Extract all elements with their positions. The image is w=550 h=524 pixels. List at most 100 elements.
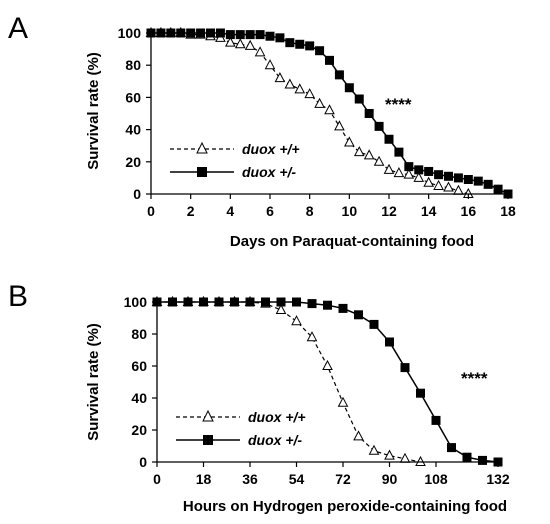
panel-a-point-wt	[324, 104, 335, 115]
panel-b-point-wt	[291, 315, 302, 326]
panel-a-y-tick-label: 100	[118, 25, 142, 41]
panel-a-point-het	[265, 31, 275, 41]
panel-a-axes: 0 2 4 6 8 10 12 14 16 18 0 20 40 60 80 100	[118, 25, 516, 219]
panel-a-point-wt	[363, 149, 375, 160]
panel-b-point-het	[307, 299, 317, 309]
panel-a-point-wt	[264, 59, 276, 70]
panel-a-point-het	[215, 28, 225, 38]
panel-a-point-wt	[314, 97, 325, 108]
panel-b-point-wt	[415, 455, 426, 466]
panel-a-legend-entry-wt: duox +/+	[170, 141, 300, 157]
panel-a-point-wt	[254, 46, 266, 57]
panel-a-point-wt	[304, 88, 315, 99]
panel-b-point-het	[354, 310, 363, 320]
panel-a-x-tick-label: 8	[306, 203, 314, 219]
panel-a-y-axis-title: Survival rate (%)	[85, 52, 102, 170]
panel-a-legend-label-wt: duox +/+	[242, 141, 300, 157]
panel-a-point-wt	[284, 78, 296, 89]
panel-a-point-het	[225, 30, 235, 40]
panel-a-point-wt	[383, 163, 395, 174]
panel-a-point-het	[186, 28, 196, 38]
panel-a-point-het	[325, 55, 334, 65]
panel-a-point-wt	[244, 39, 256, 50]
panel-b-legend-marker-het	[203, 435, 213, 445]
panel-a-point-het	[315, 46, 325, 56]
panel-a-point-het	[493, 184, 503, 194]
panel-a-point-wt	[423, 176, 434, 187]
panel-a-x-tick-label: 10	[342, 203, 358, 219]
panel-a-point-het	[255, 30, 265, 40]
panel-a-point-wt	[234, 38, 246, 49]
panel-a-point-het	[334, 70, 344, 80]
panel-a-point-het	[156, 28, 166, 38]
panel-a-legend-entry-het: duox +/-	[170, 164, 296, 180]
panel-b-point-het	[385, 337, 394, 347]
panel-a-y-tick-label: 40	[125, 122, 141, 138]
panel-a-point-het	[295, 39, 305, 49]
panel-b-legend-marker-wt	[202, 409, 214, 422]
panel-a-x-tick-label: 0	[147, 203, 155, 219]
panel-a-point-het	[166, 28, 176, 38]
panel-a-x-tick-label: 18	[500, 203, 516, 219]
panel-b-x-tick-label: 72	[335, 471, 351, 487]
panel-a-letter: A	[8, 12, 28, 45]
panel-a-legend-marker-het	[197, 167, 207, 177]
panel-a-point-het	[414, 165, 424, 175]
panel-b-point-wt	[384, 449, 395, 460]
panel-a-point-het	[275, 33, 285, 43]
panel-a-series-line-wt	[151, 32, 469, 195]
panel-b-x-tick-label: 0	[153, 471, 161, 487]
panel-a-point-het	[424, 166, 434, 176]
panel-a-point-wt	[344, 136, 355, 147]
panel-b-letter: B	[8, 280, 28, 313]
panel-a-point-het	[206, 28, 215, 38]
panel-b-legend-entry-wt: duox +/+	[176, 409, 306, 425]
panel-a-point-wt	[393, 167, 405, 178]
panel-a-x-tick-label: 16	[461, 203, 477, 219]
panel-b-point-het	[261, 297, 270, 307]
panel-a-y-tick-label: 60	[125, 89, 141, 105]
panel-a-point-het	[176, 28, 186, 38]
panel-b-x-axis-title: Hours on Hydrogen peroxide-containing fo…	[183, 498, 507, 515]
panel-a-point-het	[404, 162, 414, 172]
panel-a-legend-marker-wt	[196, 141, 208, 154]
panel-b-x-ticks: 0 18 36 54 72 90 108 132	[153, 462, 510, 487]
panel-b-y-tick-label: 0	[139, 454, 147, 470]
panel-a-point-wt	[294, 83, 306, 94]
panel-b-point-het	[447, 443, 456, 453]
panel-b-y-tick-label: 20	[131, 422, 147, 438]
panel-a: A 0 2 4 6 8 10 12 14 16 18 0 20 40 60 80 100 Days on P…	[8, 12, 516, 250]
panel-a-point-wt	[225, 36, 236, 47]
panel-b-point-het	[462, 452, 472, 462]
panel-b-legend-label-het: duox +/-	[248, 432, 302, 448]
panel-a-x-tick-label: 6	[266, 203, 274, 219]
panel-a-point-wt	[453, 184, 464, 195]
panel-b-point-het	[199, 297, 208, 307]
panel-a-x-axis-title: Days on Paraquat-containing food	[230, 233, 474, 250]
panel-b-y-tick-label: 40	[131, 390, 147, 406]
panel-b-x-tick-label: 54	[289, 471, 305, 487]
panel-b-point-het	[323, 300, 332, 310]
panel-a-point-het	[354, 94, 364, 104]
panel-a-point-het	[245, 30, 255, 40]
panel-a-significance: ****	[385, 95, 412, 114]
panel-b-point-het	[478, 455, 487, 465]
panel-b-point-wt	[322, 359, 333, 370]
panel-b-x-tick-label: 132	[486, 471, 510, 487]
panel-b-x-tick-label: 36	[242, 471, 258, 487]
panel-b-axes: 0 18 36 54 72 90 108 132 0 20 40 60 80 100	[124, 294, 510, 487]
panel-a-point-het	[384, 134, 394, 144]
panel-a-point-wt	[413, 171, 425, 182]
panel-b-legend-label-wt: duox +/+	[248, 409, 306, 425]
panel-a-point-het	[483, 179, 493, 189]
panel-a-point-het	[235, 30, 245, 40]
panel-b-legend-entry-het: duox +/-	[176, 432, 302, 448]
panel-a-x-tick-label: 4	[226, 203, 234, 219]
panel-a-point-het	[344, 83, 354, 93]
panel-a-x-tick-label: 2	[187, 203, 195, 219]
panel-a-y-tick-label: 80	[125, 57, 141, 73]
panel-a-series	[145, 26, 513, 199]
panel-b-y-tick-label: 60	[131, 358, 147, 374]
panel-b-legend: duox +/+ duox +/-	[176, 409, 306, 448]
panel-a-y-tick-label: 0	[133, 186, 141, 202]
